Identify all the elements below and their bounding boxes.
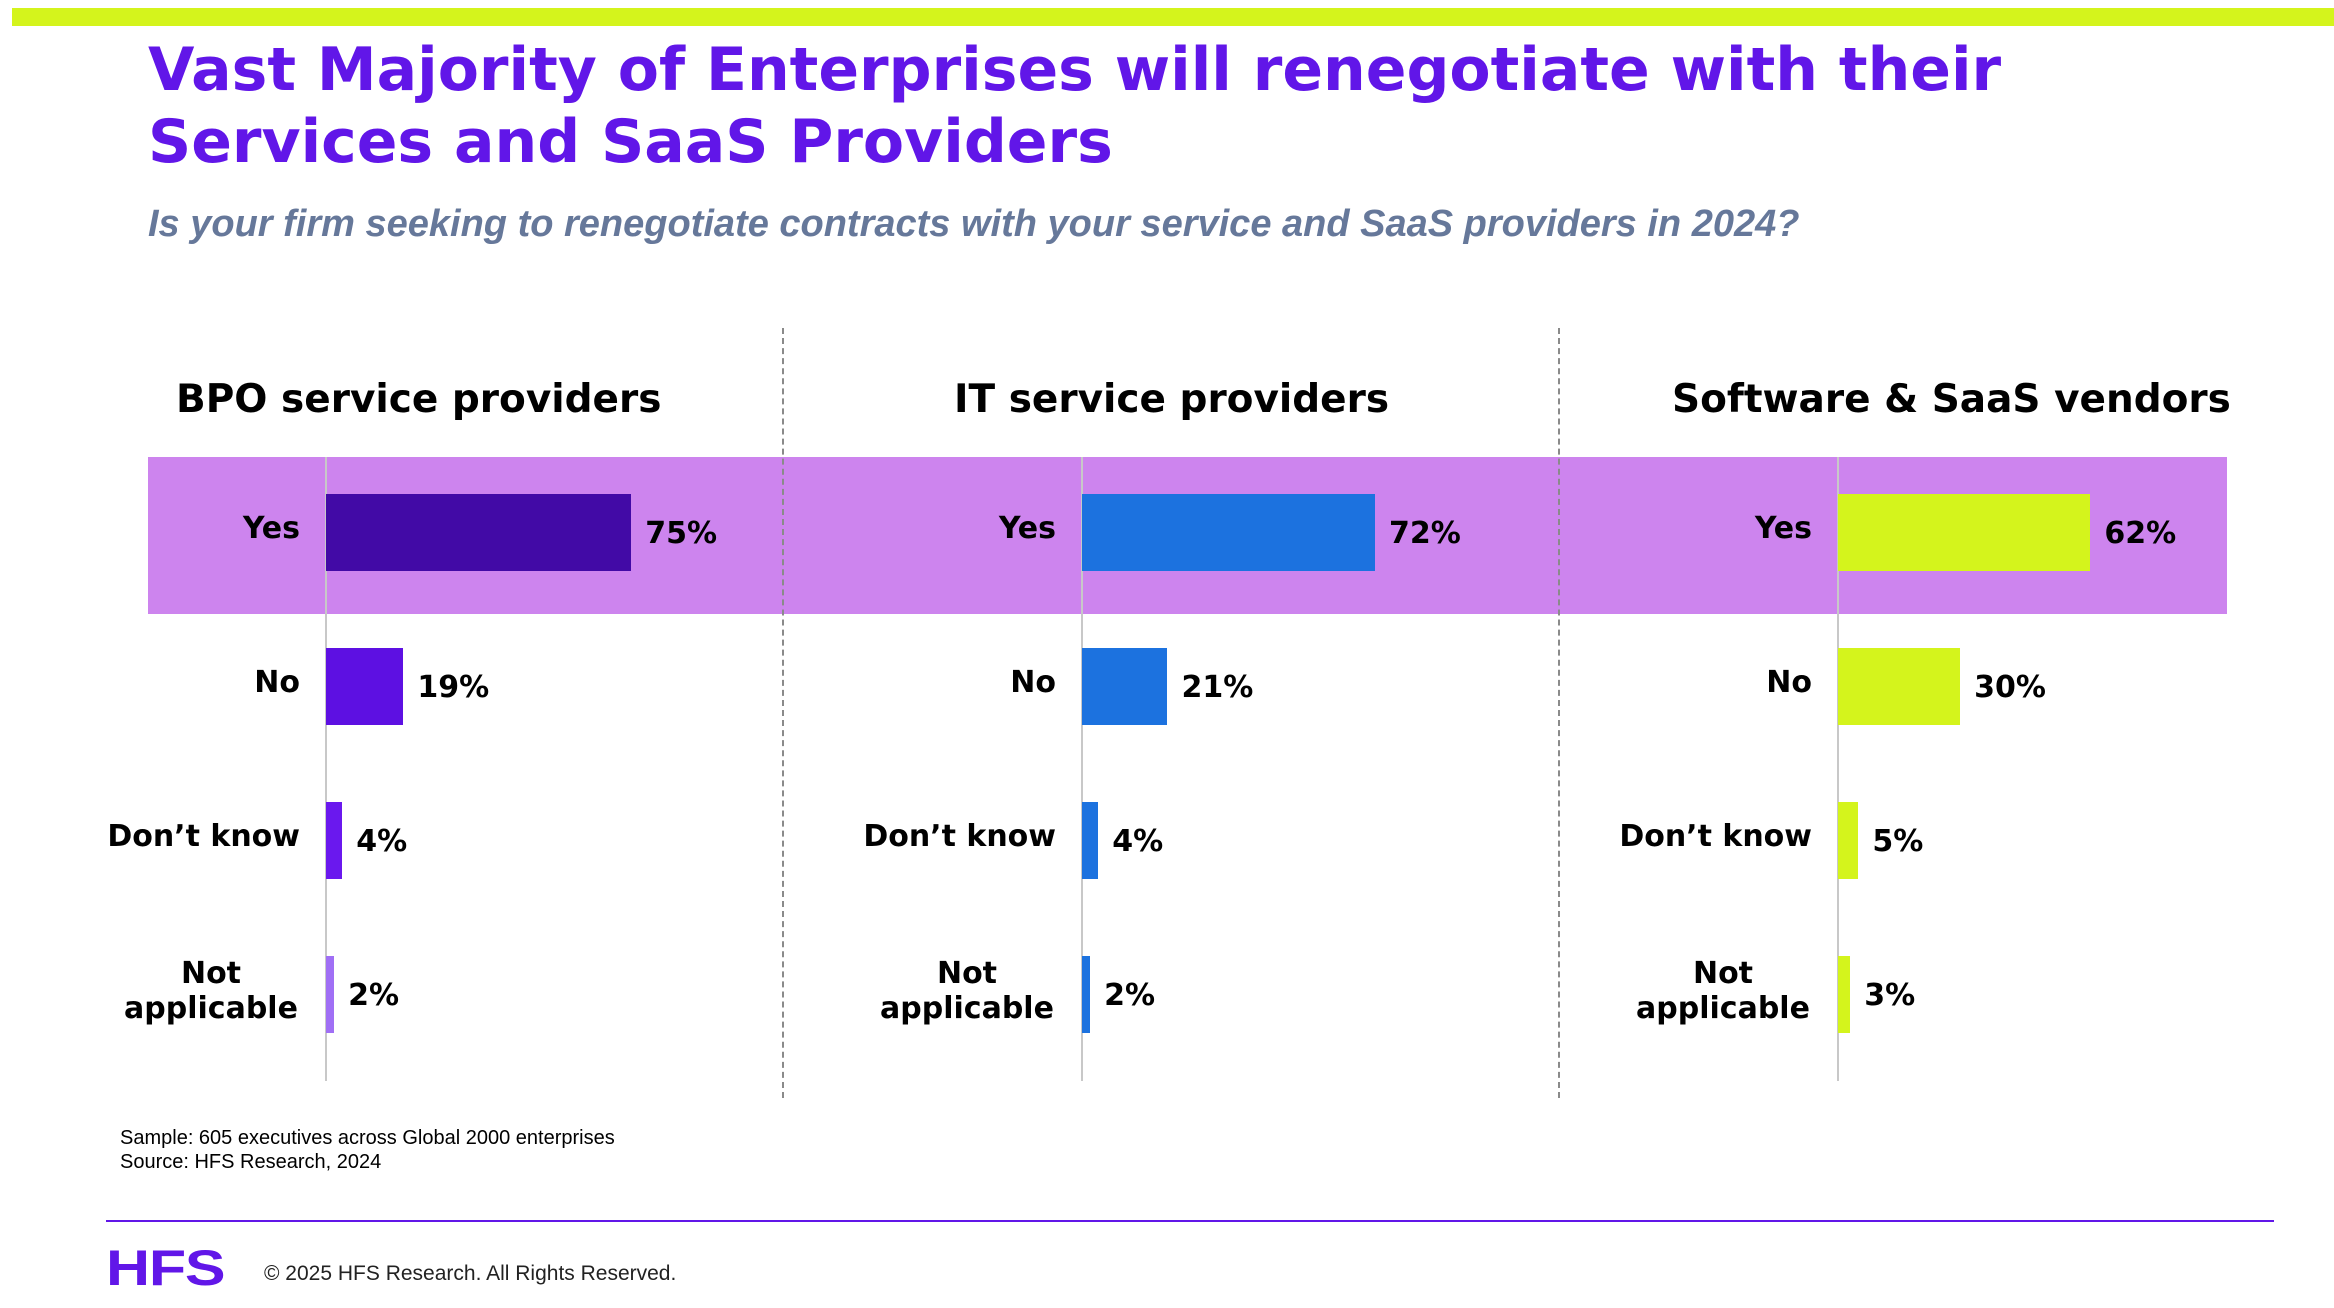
category-label: No: [254, 665, 300, 700]
category-label: Don’t know: [107, 819, 300, 854]
sample-note: Sample: 605 executives across Global 200…: [120, 1127, 615, 1149]
bar-value-label: 21%: [1181, 669, 1254, 705]
source-note: Source: HFS Research, 2024: [120, 1151, 382, 1173]
bar-value-label: 5%: [1872, 823, 1924, 859]
category-label: No: [1766, 665, 1812, 700]
bar-value-label: 75%: [645, 515, 718, 551]
category-label: Don’t know: [1619, 819, 1812, 854]
bar-value-label: 2%: [1104, 977, 1156, 1013]
category-axis-line: [1837, 457, 1839, 1081]
chart-notes: Sample: 605 executives across Global 200…: [120, 1126, 615, 1174]
chart-title: Software & SaaS vendors: [1672, 377, 2231, 422]
bar: [326, 956, 335, 1033]
bar: [1838, 956, 1851, 1033]
bar-value-label: 19%: [417, 669, 490, 705]
panel-divider-1: [782, 328, 784, 1098]
category-label: No: [1010, 665, 1056, 700]
category-label: Yes: [242, 511, 300, 546]
footer-divider: [106, 1220, 2274, 1222]
category-label: Yes: [998, 511, 1056, 546]
category-label: Not applicable: [880, 955, 1054, 1026]
bar: [326, 494, 632, 571]
chart-panel-bpo: BPO service providers Yes 75% No 19% Don’t k…: [107, 360, 890, 1081]
top-accent-bar: [12, 8, 2334, 26]
page-title: Vast Majority of Enterprises will renego…: [148, 35, 2002, 177]
bar-value-label: 30%: [1974, 669, 2046, 705]
bar: [1082, 494, 1376, 571]
page-subtitle: Is your firm seeking to renegotiate cont…: [148, 203, 1800, 245]
bar: [1838, 494, 2091, 571]
category-label: Not applicable: [1636, 955, 1810, 1026]
category-axis-line: [325, 457, 327, 1081]
bar: [326, 802, 343, 879]
bar-value-label: 4%: [1112, 823, 1164, 859]
chart-panel-software: Software & SaaS vendors Yes 62% No 30% Don’t…: [1619, 360, 2334, 1081]
category-label: Not applicable: [124, 955, 298, 1026]
bar-value-label: 62%: [2104, 515, 2177, 551]
chart-title: BPO service providers: [176, 377, 662, 422]
bar: [326, 648, 404, 725]
category-label: Yes: [1754, 511, 1812, 546]
bar: [1838, 802, 1859, 879]
chart-panel-it: IT service providers Yes 72% No 21% Don’t kn…: [863, 360, 1646, 1081]
category-label: Don’t know: [863, 819, 1056, 854]
category-axis-line: [1081, 457, 1083, 1081]
bar: [1082, 956, 1091, 1033]
bar-value-label: 2%: [348, 977, 400, 1013]
bar-value-label: 4%: [356, 823, 408, 859]
bar: [1082, 648, 1168, 725]
bar-value-label: 72%: [1389, 515, 1461, 551]
bar: [1082, 802, 1099, 879]
copyright-text: © 2025 HFS Research. All Rights Reserved…: [264, 1262, 677, 1285]
bar: [1838, 648, 1961, 725]
chart-title: IT service providers: [954, 377, 1390, 422]
bar-value-label: 3%: [1864, 977, 1916, 1013]
panel-divider-2: [1558, 328, 1560, 1098]
hfs-logo: HFS: [106, 1240, 226, 1296]
